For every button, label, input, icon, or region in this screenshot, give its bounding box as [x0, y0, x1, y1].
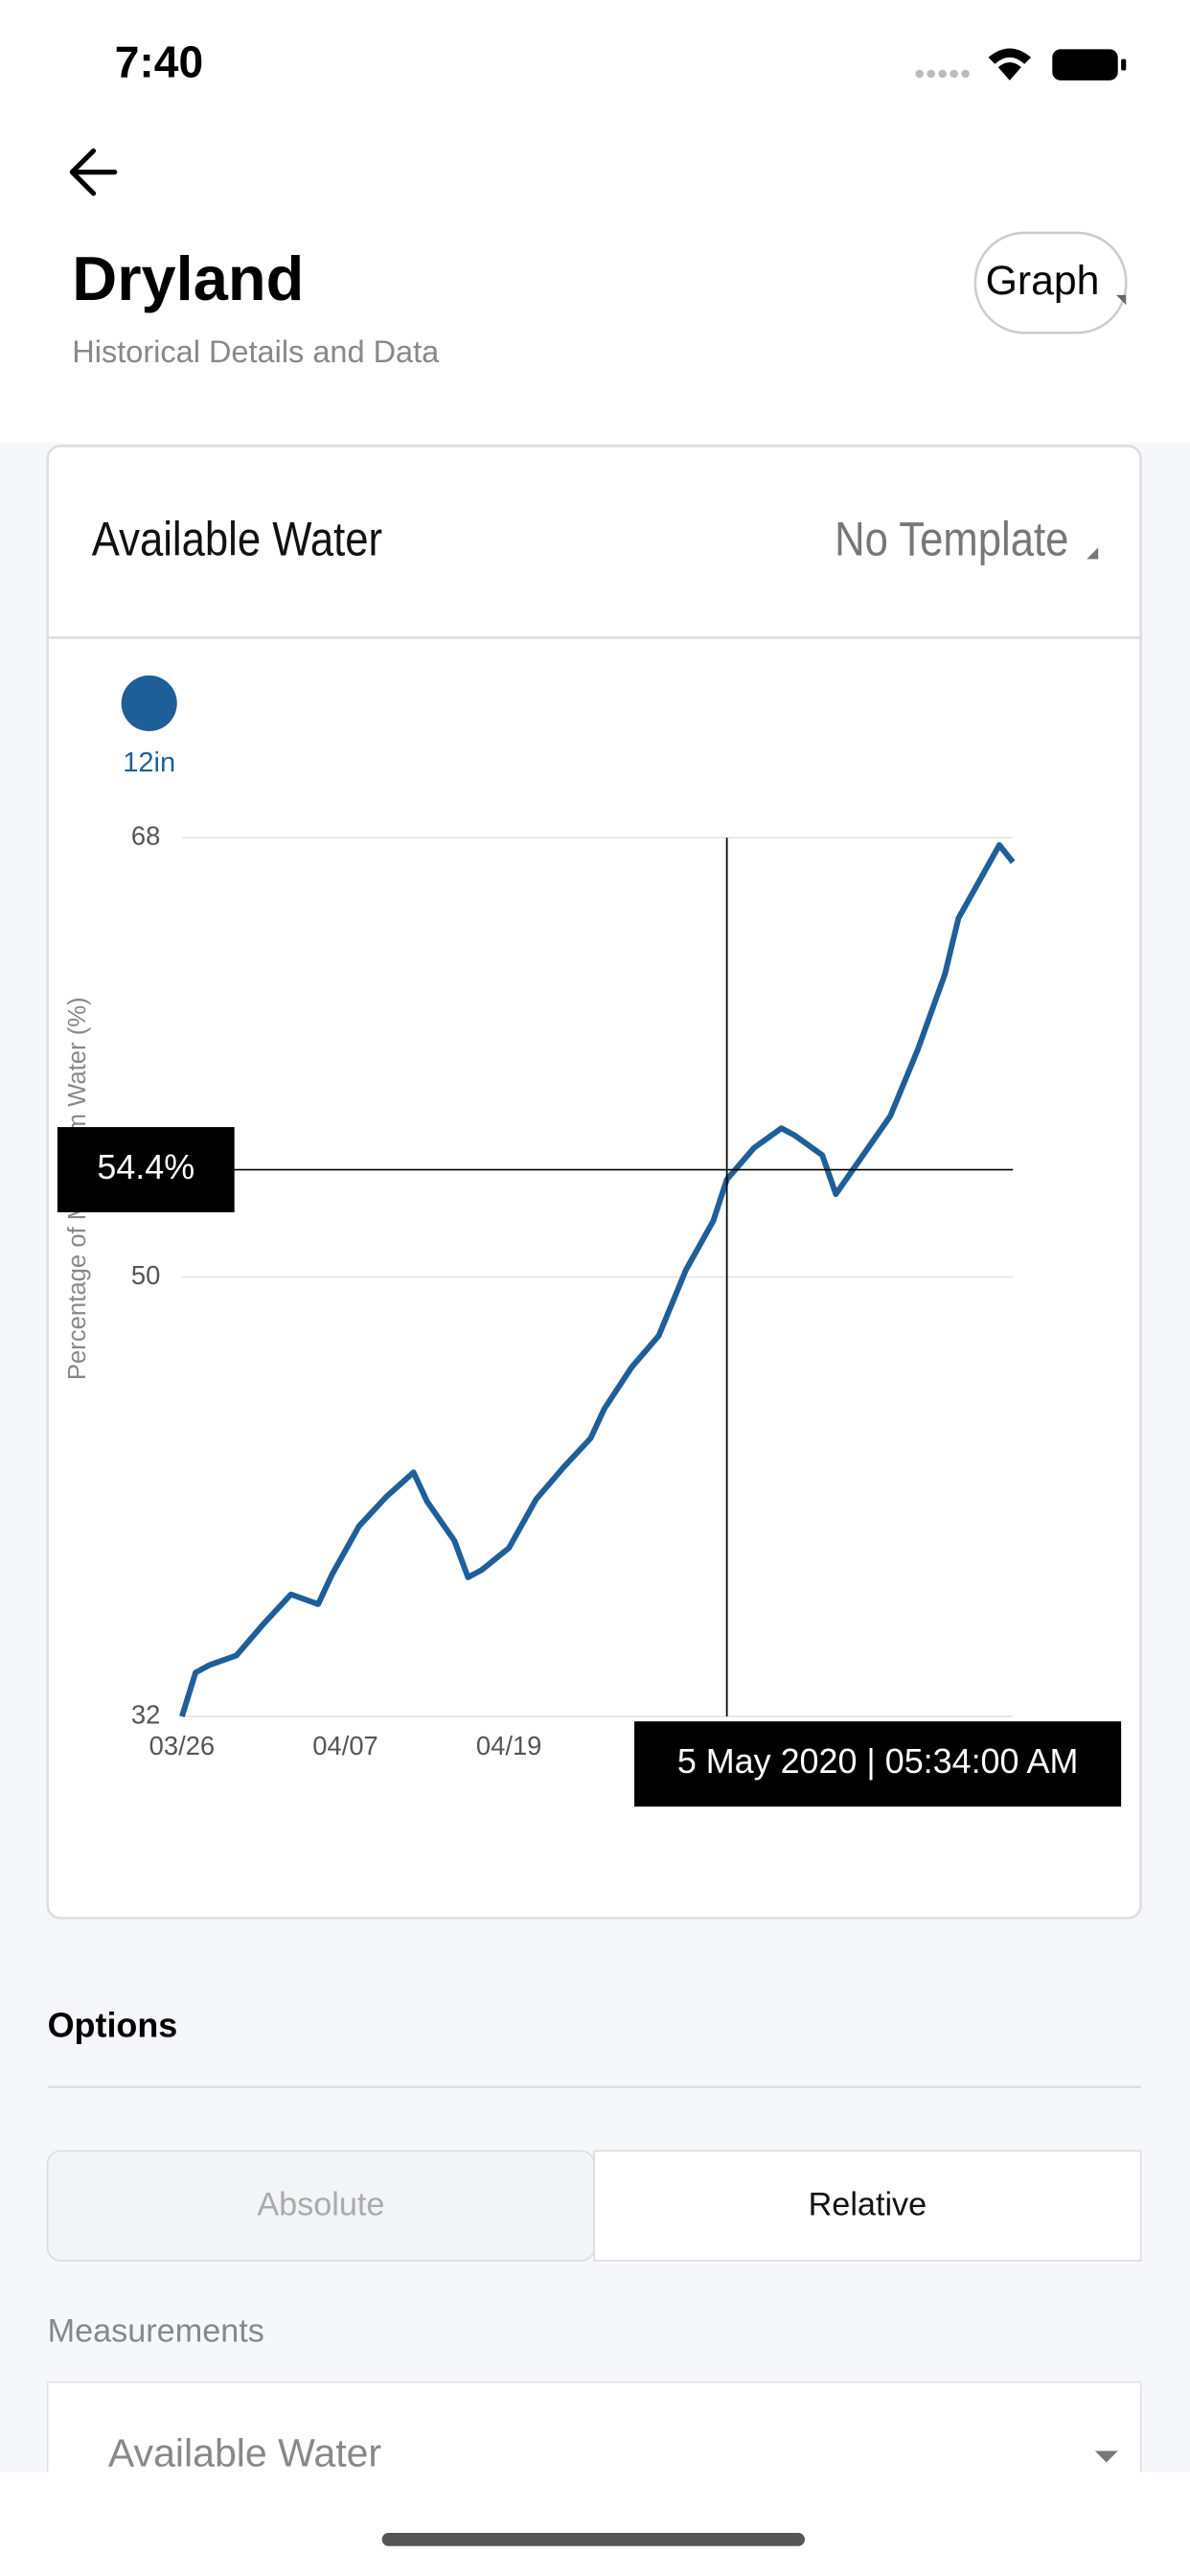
- measurement-value[interactable]: Available Water: [108, 2430, 381, 2474]
- card-title: Available Water: [92, 513, 382, 565]
- page-title: Dryland: [72, 243, 304, 313]
- y-tick-label: 50: [131, 1260, 160, 1290]
- measurement-caret: [1094, 2450, 1118, 2463]
- x-tick-label: 04/07: [312, 1731, 378, 1760]
- data-line: [179, 841, 1016, 1717]
- chart-card: [46, 445, 1142, 1920]
- mode-toggle: Absolute Relative: [46, 2150, 1142, 2262]
- y-tick-label: 32: [131, 1699, 160, 1729]
- x-tooltip-label: 5 May 2020 | 05:34:00 AM: [677, 1741, 1079, 1781]
- mode-label: Absolute: [257, 2187, 384, 2223]
- view-button[interactable]: [973, 231, 1128, 334]
- legend-marker: [121, 675, 177, 731]
- home-area: [0, 2472, 1190, 2576]
- header-background: [0, 0, 1190, 443]
- page-subtitle: Historical Details and Data: [72, 334, 440, 369]
- status-icons: [915, 48, 1127, 80]
- back-button[interactable]: [69, 148, 118, 196]
- y-tooltip-label: 54.4%: [97, 1147, 195, 1186]
- status-time: 7:40: [115, 37, 203, 87]
- view-button-label[interactable]: Graph: [986, 258, 1100, 304]
- measurements-label: Measurements: [48, 2312, 264, 2349]
- mode-button[interactable]: [593, 2150, 1142, 2262]
- mode-label: Relative: [809, 2187, 927, 2223]
- view-button-icon: [1115, 294, 1127, 306]
- y-tick-label: 68: [131, 820, 160, 850]
- y-tooltip: [57, 1127, 235, 1213]
- options-title: Options: [48, 2006, 178, 2045]
- template-select[interactable]: No Template: [835, 513, 1068, 565]
- x-tick-label: 03/26: [149, 1731, 215, 1760]
- x-tick-label: 04/19: [476, 1731, 541, 1760]
- x-tooltip: [634, 1721, 1122, 1807]
- home-indicator: [381, 2533, 805, 2546]
- legend-label[interactable]: 12in: [123, 748, 175, 778]
